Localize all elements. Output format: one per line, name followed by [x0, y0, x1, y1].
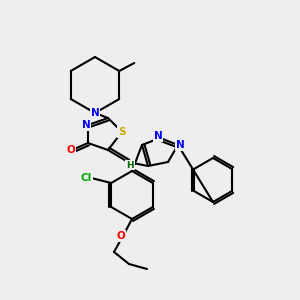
Text: N: N — [176, 140, 184, 150]
Text: Cl: Cl — [81, 173, 92, 183]
Text: O: O — [117, 231, 125, 241]
Text: H: H — [126, 160, 134, 169]
Text: N: N — [91, 108, 99, 118]
Text: O: O — [67, 145, 75, 155]
Text: N: N — [154, 131, 162, 141]
Text: S: S — [118, 127, 126, 137]
Text: N: N — [82, 120, 90, 130]
